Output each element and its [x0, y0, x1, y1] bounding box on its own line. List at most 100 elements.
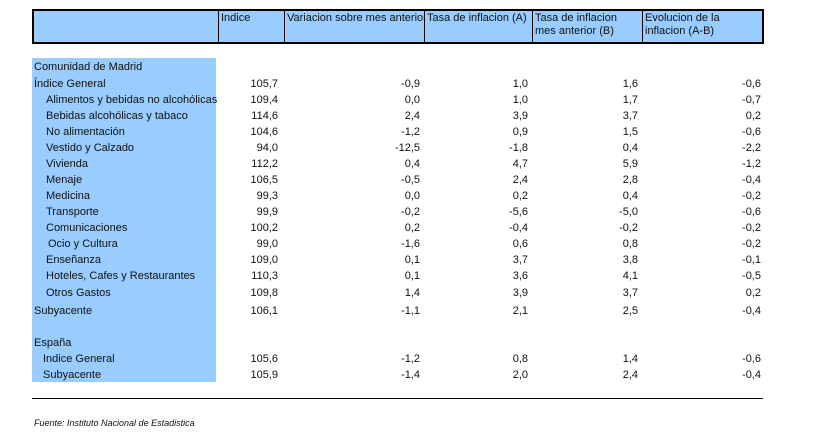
cell-value: 4,7 — [512, 158, 528, 170]
cell-value: -0,5 — [401, 174, 420, 186]
cell-value: 1,4 — [622, 353, 638, 365]
column-header: Variacion sobre mes anterior — [284, 11, 424, 42]
cell-value: 3,7 — [512, 254, 528, 266]
cell-value: -1,2 — [742, 158, 761, 170]
cell-value: -0,2 — [401, 206, 420, 218]
cell-value: 1,6 — [622, 78, 638, 90]
cell-value: -0,1 — [742, 254, 761, 266]
cell-value: 2,5 — [622, 305, 638, 317]
cell-value: -0,4 — [509, 222, 528, 234]
cell-value: 105,7 — [250, 78, 278, 90]
cell-value: -1,8 — [509, 142, 528, 154]
cell-value: -0,7 — [742, 94, 761, 106]
cell-value: 0,0 — [404, 190, 420, 202]
cell-value: 99,0 — [256, 238, 278, 250]
cell-value: 2,4 — [404, 110, 420, 122]
cell-value: -1,6 — [401, 238, 420, 250]
cell-value: 1,0 — [512, 94, 528, 106]
row-label: Hoteles, Cafes y Restaurantes — [46, 270, 196, 282]
table-row: Ocio y Cultura 99,0 -1,6 0,6 0,8 -0,2 — [0, 236, 838, 252]
cell-value: 2,1 — [512, 305, 528, 317]
cell-value: 94,0 — [256, 142, 278, 154]
cell-value: -0,9 — [401, 78, 420, 90]
cell-value: 5,9 — [622, 158, 638, 170]
cell-value: 2,4 — [512, 174, 528, 186]
row-label: Menaje — [46, 174, 83, 186]
cell-value: -12,5 — [394, 142, 420, 154]
cell-value: -1,2 — [401, 126, 420, 138]
cell-value: -0,5 — [742, 270, 761, 282]
row-label: Alimentos y bebidas no alcohólicas — [46, 94, 218, 106]
cell-value: -1,4 — [401, 369, 420, 381]
table-row: Hoteles, Cafes y Restaurantes 110,3 0,1 3,6… — [0, 268, 838, 284]
row-label: España — [34, 337, 72, 349]
cell-value: 3,6 — [512, 270, 528, 282]
cell-value: 3,8 — [622, 254, 638, 266]
table-row: Vivienda 112,2 0,4 4,7 5,9 -1,2 — [0, 156, 838, 172]
row-label: Indice General — [43, 353, 115, 365]
table-header: Indice Variacion sobre mes anterior Tasa d… — [32, 9, 764, 44]
table-row: Otros Gastos 109,8 1,4 3,9 3,7 0,2 — [0, 285, 838, 301]
cell-value: 0,8 — [512, 353, 528, 365]
table-row: No alimentación 104,6 -1,2 0,9 1,5 -0,6 — [0, 124, 838, 140]
row-label: Vestido y Calzado — [46, 142, 135, 154]
row-label-band — [32, 58, 216, 382]
table-row: Bebidas alcohólicas y tabaco 114,6 2,4 3,9 3… — [0, 108, 838, 124]
cell-value: 110,3 — [251, 270, 278, 282]
cell-value: -5,0 — [619, 206, 638, 218]
cell-value: 0,6 — [512, 238, 528, 250]
table-row: Medicina 99,3 0,0 0,2 0,4 -0,2 — [0, 188, 838, 204]
cell-value: 112,2 — [251, 158, 278, 170]
cell-value: 106,1 — [250, 305, 278, 317]
cell-value: 3,7 — [622, 110, 638, 122]
cell-value: 0,0 — [404, 94, 420, 106]
cell-value: 2,4 — [622, 369, 638, 381]
table-row: Transporte 99,9 -0,2 -5,6 -5,0 -0,6 — [0, 204, 838, 220]
cell-value: 99,3 — [256, 190, 278, 202]
table-row: Comunidad de Madrid — [0, 59, 838, 75]
cell-value: 0,2 — [512, 190, 528, 202]
row-label: Subyacente — [43, 369, 102, 381]
cell-value: 4,1 — [622, 270, 638, 282]
cell-value: 3,7 — [622, 287, 638, 299]
cell-value: 109,8 — [250, 287, 278, 299]
row-label: Transporte — [46, 206, 99, 218]
cell-value: 2,8 — [622, 174, 638, 186]
cell-value: -2,2 — [742, 142, 761, 154]
cell-value: -0,6 — [742, 78, 761, 90]
table-row: Subyacente 106,1 -1,1 2,1 2,5 -0,4 — [0, 303, 838, 319]
row-label: Otros Gastos — [46, 287, 111, 299]
row-label: Bebidas alcohólicas y tabaco — [46, 110, 188, 122]
row-label: Índice General — [34, 78, 106, 90]
cell-value: 114,6 — [251, 110, 278, 122]
column-header: Indice — [218, 11, 284, 42]
cell-value: -1,2 — [401, 353, 420, 365]
source-note: Fuente: Instituto Nacional de Estadistic… — [34, 418, 195, 428]
cell-value: -0,6 — [742, 353, 761, 365]
cell-value: 0,9 — [512, 126, 528, 138]
cell-value: -0,4 — [742, 369, 761, 381]
cell-value: 100,2 — [250, 222, 278, 234]
footer-rule — [32, 398, 763, 399]
cell-value: 3,9 — [512, 110, 528, 122]
cell-value: 104,6 — [250, 126, 278, 138]
table-row: Vestido y Calzado 94,0 -12,5 -1,8 0,4 -2,2 — [0, 140, 838, 156]
cell-value: -0,6 — [742, 126, 761, 138]
column-header: Tasa de inflacion mes anterior (B) — [532, 11, 642, 42]
cell-value: 1,0 — [512, 78, 528, 90]
cell-value: 1,5 — [622, 126, 638, 138]
cell-value: 109,0 — [250, 254, 278, 266]
cell-value: -0,2 — [742, 222, 761, 234]
cell-value: 109,4 — [250, 94, 278, 106]
cell-value: -5,6 — [509, 206, 528, 218]
cell-value: 0,1 — [404, 254, 420, 266]
cell-value: 106,5 — [250, 174, 278, 186]
column-header: Evolucion de la inflacion (A-B) — [642, 11, 762, 42]
cell-value: -0,2 — [742, 238, 761, 250]
cell-value: 0,4 — [622, 190, 638, 202]
table-row: Comunicaciones 100,2 0,2 -0,4 -0,2 -0,2 — [0, 220, 838, 236]
cell-value: 0,4 — [404, 158, 420, 170]
row-label: Comunicaciones — [46, 222, 128, 234]
cell-value: 2,0 — [512, 369, 528, 381]
cell-value: -0,4 — [742, 305, 761, 317]
